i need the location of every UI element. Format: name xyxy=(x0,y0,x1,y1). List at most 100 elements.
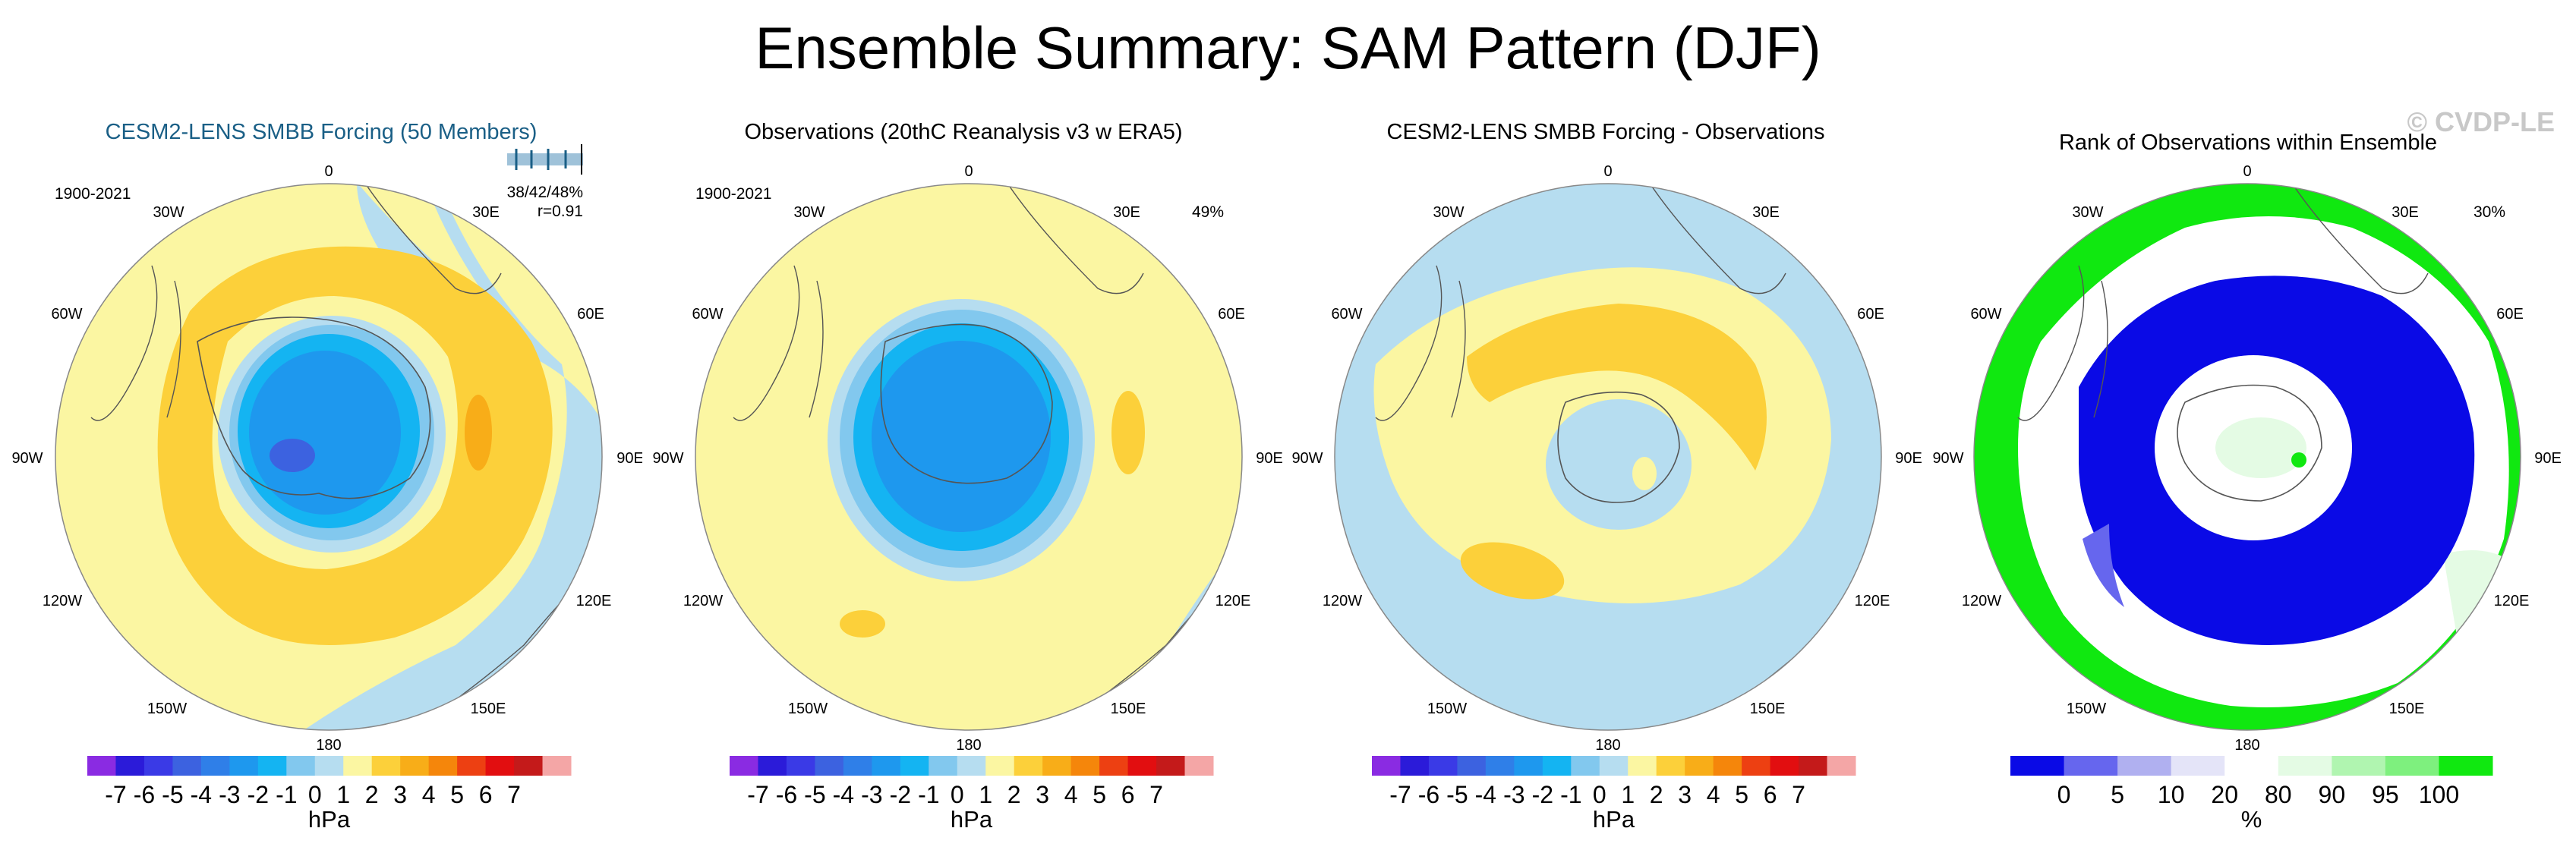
colorbar-tick-label: 5 xyxy=(2111,781,2124,808)
colorbar-swatch xyxy=(485,756,515,776)
panel-observations: Observations (20thC Reanalysis v3 w ERA5… xyxy=(642,114,1285,842)
lon-label: 30W xyxy=(793,204,825,221)
colorbar-swatch xyxy=(758,756,787,776)
colorbar-tick-label: 7 xyxy=(1149,781,1163,808)
colorbar-tick-label: 3 xyxy=(393,781,407,808)
field-positive-max xyxy=(465,395,492,471)
colorbar-tick-label: -2 xyxy=(248,781,269,808)
colorbar-tick-label: 0 xyxy=(1593,781,1606,808)
lon-label: 60W xyxy=(51,306,82,323)
colorbar-swatch xyxy=(1485,756,1515,776)
lon-label: 150E xyxy=(1111,701,1146,717)
colorbar-tick-label: -2 xyxy=(890,781,911,808)
colorbar-tick-label: 4 xyxy=(1064,781,1078,808)
colorbar-swatch xyxy=(343,756,373,776)
colorbar-swatch xyxy=(1099,756,1129,776)
colorbar-tick-label: 6 xyxy=(479,781,493,808)
colorbar-swatch xyxy=(843,756,872,776)
lon-label: 60E xyxy=(2496,306,2524,323)
colorbar-tick-label: 0 xyxy=(308,781,322,808)
lon-label: 60W xyxy=(1970,306,2001,323)
colorbar-tick-label: 3 xyxy=(1678,781,1692,808)
colorbar-swatch xyxy=(1571,756,1600,776)
colorbar-tick-label: -1 xyxy=(276,781,297,808)
colorbar-swatch xyxy=(985,756,1015,776)
colorbar-swatch xyxy=(542,756,572,776)
lon-label: 180 xyxy=(1595,737,1620,754)
panel-title: CESM2-LENS SMBB Forcing - Observations xyxy=(1386,120,1825,144)
colorbar-tick-label: -5 xyxy=(162,781,183,808)
member-spread-glyph xyxy=(507,144,583,175)
lon-label: 150E xyxy=(2389,701,2425,717)
colorbar-swatch xyxy=(2278,756,2332,776)
lon-label: 0 xyxy=(324,163,333,180)
lon-label: 90W xyxy=(1932,450,1963,467)
colorbar-tick-label: -3 xyxy=(861,781,882,808)
colorbar-tick-label: 3 xyxy=(1036,781,1049,808)
colorbar-tick-label: -1 xyxy=(1560,781,1581,808)
lon-label: 90E xyxy=(616,450,642,467)
stat-ratio: 38/42/48% xyxy=(507,184,583,201)
polar-map-svg: 0 30E 60E 90E 120E 150E 180 150W 120W 90… xyxy=(1291,163,1922,833)
colorbar-tick-label: -6 xyxy=(134,781,155,808)
colorbar-swatch xyxy=(957,756,986,776)
colorbar-tick-label: -4 xyxy=(191,781,212,808)
colorbar: 0 5 10 20 80 90 95 100% xyxy=(2010,756,2493,833)
colorbar-swatch xyxy=(115,756,145,776)
colorbar-tick-label: -2 xyxy=(1532,781,1553,808)
lon-label: 30E xyxy=(1752,204,1780,221)
lon-label: 60W xyxy=(692,306,723,323)
colorbar-tick-label: 5 xyxy=(450,781,464,808)
colorbar-swatch xyxy=(1372,756,1401,776)
colorbar-swatch xyxy=(143,756,173,776)
south-america-coastline xyxy=(90,265,181,421)
colorbar-swatch xyxy=(172,756,202,776)
lon-label: 120W xyxy=(1962,593,2001,609)
colorbar-swatch xyxy=(730,756,758,776)
colorbar-swatch xyxy=(1799,756,1828,776)
colorbar-swatch xyxy=(514,756,544,776)
lon-label: 120E xyxy=(576,593,612,609)
lon-label: 60E xyxy=(1218,306,1245,323)
colorbar-swatch xyxy=(2439,756,2493,776)
colorbar-swatch xyxy=(457,756,487,776)
colorbar-tick-label: 6 xyxy=(1764,781,1777,808)
colorbar: -7 -6 -5 -4 -3 -2 -1 0 1 2 3 4 5 6 7 hPa xyxy=(1372,756,1856,833)
colorbar-tick-label: 1 xyxy=(979,781,992,808)
colorbar-swatch xyxy=(1400,756,1430,776)
colorbar-swatch xyxy=(815,756,844,776)
panel-difference: CESM2-LENS SMBB Forcing - Observations 0… xyxy=(1285,114,1927,842)
lon-label: 30E xyxy=(472,204,500,221)
colorbar-tick-label: 7 xyxy=(1792,781,1805,808)
field-minus5 xyxy=(270,439,315,472)
colorbar-swatch xyxy=(2332,756,2386,776)
colorbar-swatch xyxy=(929,756,958,776)
colorbar-swatch xyxy=(1599,756,1629,776)
colorbar-tick-label: 2 xyxy=(365,781,379,808)
lon-label: 0 xyxy=(964,163,973,180)
lon-label: 60E xyxy=(1857,306,1884,323)
panel-title: Observations (20thC Reanalysis v3 w ERA5… xyxy=(744,120,1183,144)
colorbar-swatch xyxy=(400,756,430,776)
lon-label: 180 xyxy=(956,737,981,754)
field-negative-weak xyxy=(273,184,602,730)
colorbar-tick-label: 5 xyxy=(1093,781,1106,808)
colorbar-swatch xyxy=(2064,756,2118,776)
colorbar-swatch xyxy=(87,756,116,776)
lon-label: 90W xyxy=(11,450,43,467)
colorbar: -7 -6 -5 -4 -3 -2 -1 0 1 2 3 4 5 6 7 hPa xyxy=(87,756,572,833)
colorbar-tick-label: 10 xyxy=(2158,781,2185,808)
colorbar-tick-label: -4 xyxy=(1475,781,1496,808)
watermark: © CVDP-LE xyxy=(2407,106,2555,137)
lon-label: 150W xyxy=(1427,701,1467,717)
colorbar-tick-label: 5 xyxy=(1735,781,1748,808)
field-minus4 xyxy=(249,351,401,515)
colorbar-swatch xyxy=(900,756,929,776)
panel-model-pattern: CESM2-LENS SMBB Forcing (50 Members) xyxy=(0,114,642,842)
colorbar-tick-label: 95 xyxy=(2372,781,2399,808)
colorbar-swatch xyxy=(257,756,287,776)
colorbar-swatch xyxy=(200,756,230,776)
colorbar-tick-label: -6 xyxy=(776,781,797,808)
lon-label: 150W xyxy=(147,701,187,717)
colorbar-swatch xyxy=(2171,756,2225,776)
